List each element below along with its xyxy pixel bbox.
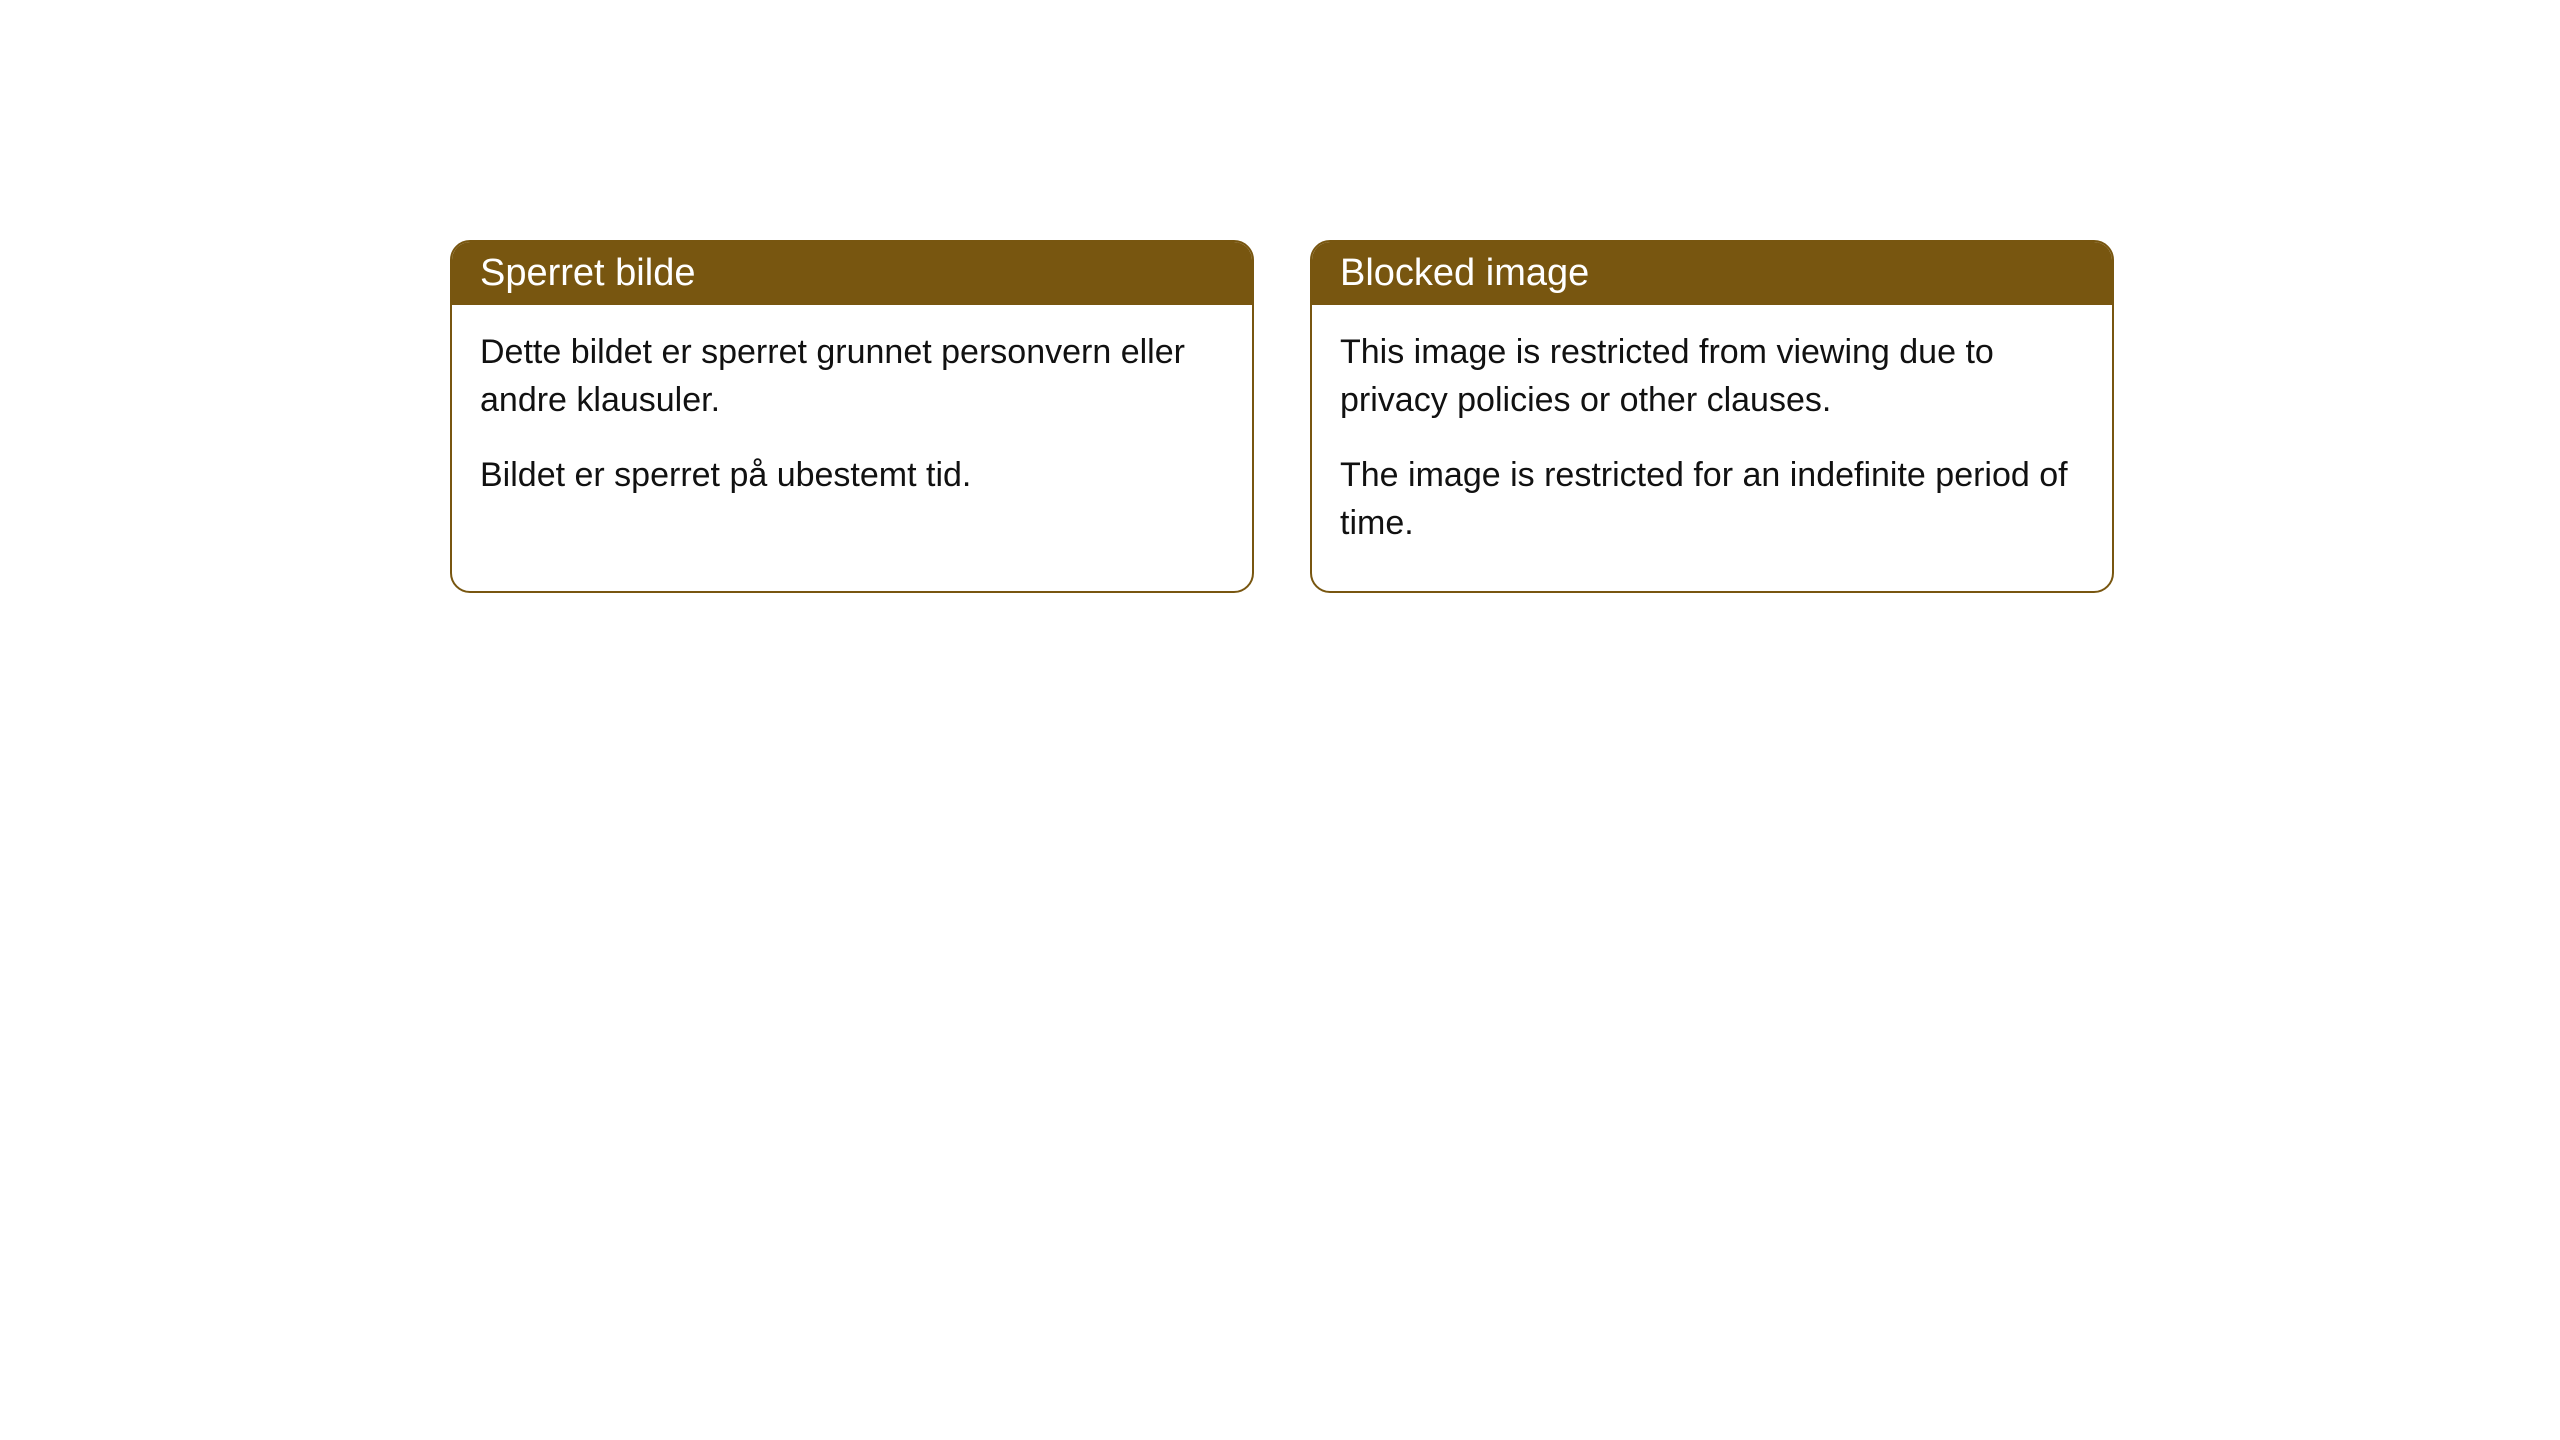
notice-card-header: Blocked image	[1312, 242, 2112, 305]
notice-paragraph: The image is restricted for an indefinit…	[1340, 452, 2084, 547]
notice-paragraph: Dette bildet er sperret grunnet personve…	[480, 329, 1224, 424]
notice-paragraph: This image is restricted from viewing du…	[1340, 329, 2084, 424]
notice-card-title: Blocked image	[1340, 252, 1589, 294]
notice-card-header: Sperret bilde	[452, 242, 1252, 305]
notice-card-title: Sperret bilde	[480, 252, 695, 294]
notice-card-body: Dette bildet er sperret grunnet personve…	[452, 305, 1252, 544]
notice-cards-container: Sperret bilde Dette bildet er sperret gr…	[450, 240, 2560, 593]
notice-card-english: Blocked image This image is restricted f…	[1310, 240, 2114, 593]
notice-card-norwegian: Sperret bilde Dette bildet er sperret gr…	[450, 240, 1254, 593]
notice-card-body: This image is restricted from viewing du…	[1312, 305, 2112, 591]
notice-paragraph: Bildet er sperret på ubestemt tid.	[480, 452, 1224, 500]
